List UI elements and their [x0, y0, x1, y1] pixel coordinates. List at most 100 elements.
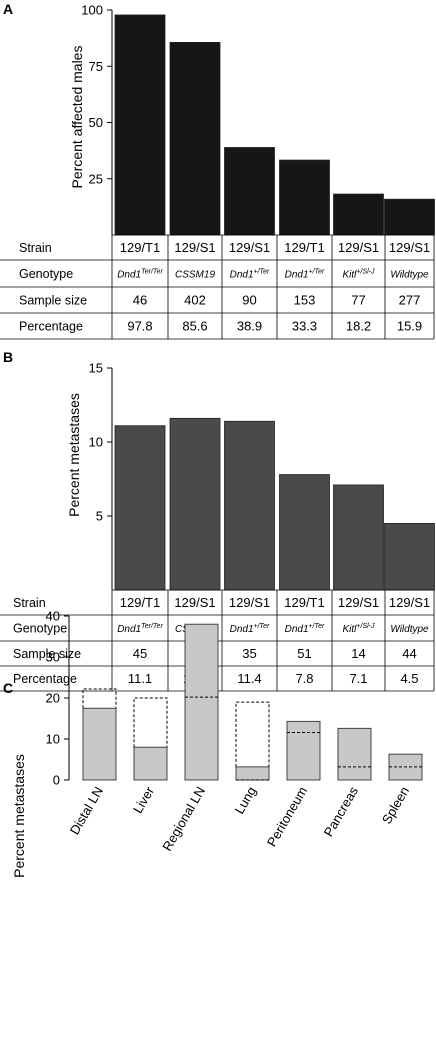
- panel-c-bar: [286, 720, 321, 781]
- panel-c-category-label: Lung: [232, 784, 259, 817]
- panel-b-row-label: Genotype: [13, 622, 67, 636]
- panel-a-sample-size-cell: 277: [399, 293, 421, 308]
- panel-b-sample-size-cell: 51: [297, 646, 311, 661]
- panel-letter-c: C: [3, 680, 13, 696]
- panel-c-y-tick-label: 30: [46, 650, 60, 665]
- panel-a-strain-cell: 129/S1: [338, 240, 379, 255]
- panel-c-y-tick-label: 40: [46, 609, 60, 624]
- panel-a-row-label: Sample size: [19, 294, 87, 308]
- panel-c-chart: 0 10 20 30 40 Distal LN Liver Regional LN Lung Pe…: [46, 609, 423, 853]
- panel-b-strain-cell: 129/T1: [120, 595, 160, 610]
- panel-c-dashed-bar: [82, 688, 117, 709]
- panel-a-y-tick-label: 25: [89, 171, 103, 186]
- panel-a-sample-size-cell: 402: [184, 293, 206, 308]
- panel-a-y-axis-label: Percent affected males: [69, 46, 85, 189]
- panel-b-sample-size-cell: 45: [133, 646, 147, 661]
- panel-a-sample-size-cell: 77: [351, 293, 365, 308]
- panel-c-category-label: Liver: [130, 783, 157, 815]
- panel-a-percentage-cell: 85.6: [182, 319, 207, 334]
- panel-a-genotype-cell: CSSM19: [175, 270, 215, 281]
- panel-c-category-label: Pancreas: [321, 784, 362, 839]
- panel-b-percentage-cell: 7.8: [295, 671, 313, 686]
- panel-a-strain-cell: 129/S1: [174, 240, 215, 255]
- panel-a-bar: [169, 42, 221, 236]
- panel-a-row-label: Strain: [19, 241, 52, 255]
- panel-a-bar: [279, 159, 330, 236]
- panel-a-percentage-cell: 38.9: [237, 319, 262, 334]
- panel-a-percentage-cell: 18.2: [346, 319, 371, 334]
- panel-a-y-tick-label: 100: [81, 3, 103, 18]
- panel-c-y-axis-label: Percent metastases: [11, 754, 27, 878]
- panel-a-bar: [384, 198, 435, 236]
- panel-a-chart: 25 50 75 100: [81, 3, 435, 236]
- panel-b-row-label: Strain: [13, 596, 46, 610]
- panel-b-sample-size-cell: 14: [351, 646, 365, 661]
- panel-c-bar: [235, 766, 270, 781]
- panel-b-genotype-cell: Dnd1+/Ter: [230, 623, 270, 635]
- panel-a-bar: [333, 193, 384, 236]
- panel-c-category-label: Spleen: [379, 784, 412, 827]
- panel-a-row-label: Percentage: [19, 320, 83, 334]
- panel-c-category-label: Peritoneum: [264, 784, 310, 849]
- panel-a-strain-cell: 129/S1: [229, 240, 270, 255]
- panel-c-bar: [82, 707, 117, 781]
- panel-b-bar: [224, 420, 275, 591]
- panel-b-y-axis-label: Percent metastases: [66, 393, 82, 517]
- panel-b-y-tick-label: 10: [89, 435, 103, 450]
- panel-a-genotype-cell: Dnd1+/Ter: [230, 269, 270, 281]
- panel-b-bar: [279, 474, 330, 591]
- panel-c-y-tick-label: 0: [53, 773, 60, 788]
- panel-a-table: Strain Genotype Sample size Percentage 129/T…: [0, 234, 435, 340]
- panel-b-strain-cell: 129/S1: [174, 595, 215, 610]
- panel-c-y-tick-label: 20: [46, 691, 60, 706]
- panel-b-percentage-cell: 11.1: [128, 671, 152, 686]
- panel-a-genotype-cell: Dnd1+/Ter: [285, 269, 325, 281]
- panel-a-sample-size-cell: 90: [242, 293, 256, 308]
- panel-b-bar: [333, 484, 384, 591]
- panel-a-strain-cell: 129/S1: [389, 240, 430, 255]
- panel-a-genotype-cell: Wildtype: [390, 270, 429, 281]
- panel-b-y-tick-label: 15: [89, 361, 103, 376]
- panel-a-sample-size-cell: 46: [133, 293, 147, 308]
- panel-b-y-tick-label: 5: [96, 509, 103, 524]
- panel-a-percentage-cell: 15.9: [397, 319, 422, 334]
- panel-a-percentage-cell: 97.8: [127, 319, 152, 334]
- panel-b-strain-cell: 129/T1: [284, 595, 324, 610]
- panel-a-genotype-cell: Kitl+/Sl-J: [343, 269, 375, 281]
- panel-a-sample-size-cell: 153: [294, 293, 316, 308]
- panel-b-bar: [169, 417, 221, 591]
- panel-a-percentage-cell: 33.3: [292, 319, 317, 334]
- panel-c-y-tick-label: 10: [46, 732, 60, 747]
- panel-b-genotype-cell: Kitl+/Sl-J: [343, 623, 375, 635]
- panel-b-sample-size-cell: 44: [402, 646, 416, 661]
- panel-b-strain-cell: 129/S1: [229, 595, 270, 610]
- panel-b-bar: [384, 523, 435, 591]
- panel-c-category-label: Distal LN: [67, 784, 106, 837]
- panel-b-chart: 5 10 15: [89, 361, 435, 591]
- panel-c-bar: [184, 623, 219, 781]
- panel-b-row-label: Percentage: [13, 672, 77, 686]
- panel-a-y-tick-label: 50: [89, 115, 103, 130]
- panel-c-bar: [133, 746, 168, 781]
- panel-a-bar: [114, 14, 166, 236]
- panel-b-percentage-cell: 11.4: [237, 671, 261, 686]
- panel-b-bar: [114, 425, 166, 591]
- panel-letter-a: A: [3, 1, 13, 17]
- panel-letter-b: B: [3, 349, 13, 365]
- panel-c-category-label: Regional LN: [159, 784, 208, 853]
- panel-c-dashed-bar: [133, 697, 168, 748]
- panel-b-strain-cell: 129/S1: [338, 595, 379, 610]
- panel-a-strain-cell: 129/T1: [284, 240, 324, 255]
- panel-b-percentage-cell: 4.5: [400, 671, 418, 686]
- panel-c-bar: [337, 727, 372, 781]
- panel-a-bar: [224, 147, 275, 236]
- panel-b-genotype-cell: Dnd1+/Ter: [285, 623, 325, 635]
- panel-b-genotype-cell: Wildtype: [390, 624, 429, 635]
- panel-a-strain-cell: 129/T1: [120, 240, 160, 255]
- panel-a-row-label: Genotype: [19, 267, 73, 281]
- panel-b-genotype-cell: Dnd1Ter/Ter: [117, 623, 163, 635]
- panel-c-dashed-bar: [235, 701, 270, 767]
- panel-b-sample-size-cell: 35: [242, 646, 256, 661]
- panel-a-genotype-cell: Dnd1Ter/Ter: [117, 269, 163, 281]
